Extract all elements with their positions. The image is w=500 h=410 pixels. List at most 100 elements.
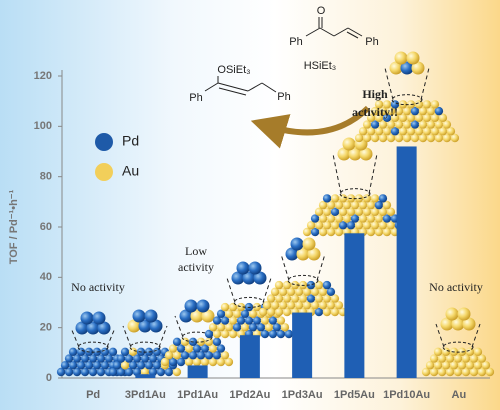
atom <box>354 221 364 230</box>
atom <box>378 194 388 203</box>
atom <box>224 309 234 319</box>
atom <box>378 120 388 129</box>
chem-label: Ph <box>277 91 290 103</box>
atom <box>149 319 163 333</box>
atom <box>334 214 344 223</box>
atom <box>485 367 495 377</box>
atom <box>232 309 242 319</box>
atom <box>290 237 304 251</box>
atom <box>370 221 380 230</box>
atom <box>418 120 428 129</box>
atom <box>128 361 138 370</box>
atom <box>236 302 246 312</box>
atom <box>242 271 256 285</box>
atom <box>72 367 82 377</box>
atom <box>232 323 242 332</box>
atom <box>374 100 384 109</box>
zoom-ring <box>129 341 161 353</box>
atom <box>342 137 356 151</box>
atom <box>410 120 420 129</box>
atom <box>208 323 218 332</box>
atom <box>84 361 94 370</box>
atom <box>168 357 178 367</box>
atom <box>425 361 435 370</box>
atom <box>72 354 82 363</box>
atom <box>461 354 471 363</box>
atom <box>402 120 412 129</box>
atom <box>306 294 316 303</box>
x-tick-label: 3Pd1Au <box>125 389 166 401</box>
atom <box>366 200 376 210</box>
atom <box>294 287 304 297</box>
atom <box>406 51 420 65</box>
y-tick-label: 60 <box>40 221 52 233</box>
x-tick-label: 1Pd5Au <box>334 389 375 401</box>
atom <box>354 207 364 217</box>
atom <box>200 344 210 353</box>
atom <box>410 106 420 116</box>
atom <box>144 361 154 370</box>
atom <box>338 221 348 230</box>
atom <box>184 357 194 367</box>
chem-label: Ph <box>365 36 378 48</box>
atom <box>354 133 364 143</box>
atom <box>88 354 98 363</box>
atom <box>140 354 150 363</box>
bar <box>292 312 313 378</box>
legend-label: Pd <box>122 133 139 149</box>
atom <box>414 113 424 123</box>
chem-label: Ph <box>189 92 202 104</box>
atom <box>382 214 392 223</box>
x-tick-label: 1Pd1Au <box>177 389 218 401</box>
atom <box>453 367 463 377</box>
atom <box>386 221 396 230</box>
atom <box>298 294 308 303</box>
reactant <box>305 17 363 39</box>
atom <box>318 227 328 237</box>
atom <box>127 319 141 333</box>
atom <box>390 127 400 136</box>
annotation: High <box>362 87 388 101</box>
atom <box>386 207 396 217</box>
atom <box>346 221 356 230</box>
atom <box>330 194 340 203</box>
atom <box>434 120 444 129</box>
atom <box>334 227 344 237</box>
atom <box>260 329 270 339</box>
y-tick-label: 20 <box>40 322 52 334</box>
atom <box>212 351 222 360</box>
atom <box>92 361 102 370</box>
atom <box>374 200 384 210</box>
atom <box>286 287 296 297</box>
atom <box>438 113 448 123</box>
atom <box>302 227 312 237</box>
atom <box>280 323 290 332</box>
atom <box>342 214 352 223</box>
atom <box>64 354 74 363</box>
atom <box>56 367 66 377</box>
zoom-ring <box>287 274 319 286</box>
atom <box>204 337 214 347</box>
atom <box>469 354 479 363</box>
atom <box>366 113 376 123</box>
atom <box>402 133 412 143</box>
atom <box>394 106 404 116</box>
atom <box>430 100 440 109</box>
atom <box>318 301 328 310</box>
annotation: No activity <box>71 280 125 294</box>
atom <box>188 351 198 360</box>
atom <box>268 329 278 339</box>
zoom-ring <box>181 331 213 343</box>
atom <box>337 147 351 161</box>
atom <box>433 361 443 370</box>
atom <box>374 227 384 237</box>
atom <box>278 287 288 297</box>
atom <box>318 287 328 297</box>
atom <box>326 287 336 297</box>
atom <box>378 133 388 143</box>
atom <box>264 323 274 332</box>
atom <box>358 200 368 210</box>
atom <box>446 127 456 136</box>
atom <box>462 317 476 331</box>
atom <box>179 309 193 323</box>
